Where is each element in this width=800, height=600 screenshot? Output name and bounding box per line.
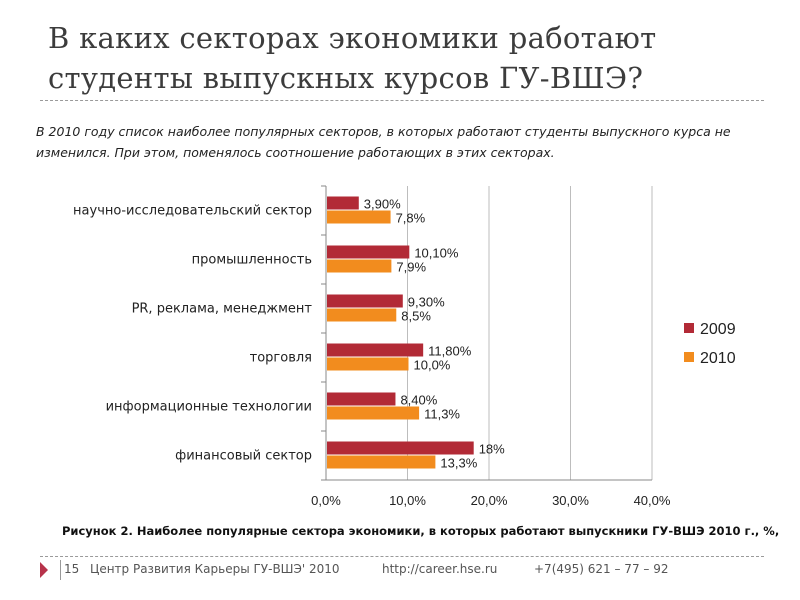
bar-2010 xyxy=(327,210,391,224)
category-label: финансовый сектор xyxy=(175,449,312,464)
bar-2009 xyxy=(327,245,410,259)
bar-2009 xyxy=(327,441,474,455)
footer-divider xyxy=(40,556,764,557)
legend-swatch-2010 xyxy=(684,352,694,362)
category-label: научно-исследовательский сектор xyxy=(73,204,312,219)
title-line-2: студенты выпускных курсов ГУ-ВШЭ? xyxy=(48,61,644,95)
bar-2010 xyxy=(327,259,392,273)
bar-2009 xyxy=(327,196,359,210)
category-label: торговля xyxy=(250,351,312,366)
x-tick-label: 30,0% xyxy=(552,493,589,508)
legend-label-2009: 2009 xyxy=(700,321,736,338)
data-label-2010: 7,8% xyxy=(396,211,426,226)
footer-separator xyxy=(60,560,61,580)
page-title: В каких секторах экономики работают студ… xyxy=(48,18,768,98)
data-label-2009: 11,80% xyxy=(428,344,472,359)
legend-label-2010: 2010 xyxy=(700,350,736,367)
title-divider xyxy=(40,100,764,101)
data-label-2010: 13,3% xyxy=(440,456,477,471)
category-label: PR, реклама, менеджмент xyxy=(132,302,313,317)
triangle-marker-icon xyxy=(40,562,48,578)
data-label-2009: 3,90% xyxy=(364,197,401,212)
x-tick-label: 40,0% xyxy=(634,493,671,508)
intro-text: В 2010 году список наиболее популярных с… xyxy=(36,124,731,160)
data-label-2009: 18% xyxy=(479,442,505,457)
data-label-2010: 8,5% xyxy=(401,309,431,324)
bar-2009 xyxy=(327,343,424,357)
category-label: промышленность xyxy=(192,253,312,268)
title-line-1: В каких секторах экономики работают xyxy=(48,21,657,55)
slide-number: 15 xyxy=(64,562,80,576)
category-label: информационные технологии xyxy=(106,400,312,415)
data-label-2010: 11,3% xyxy=(424,407,460,422)
bar-2009 xyxy=(327,392,396,406)
bar-2010 xyxy=(327,308,397,322)
bar-2010 xyxy=(327,357,409,371)
bar-2010 xyxy=(327,406,420,420)
data-label-2009: 8,40% xyxy=(400,393,437,408)
data-label-2009: 9,30% xyxy=(408,295,445,310)
footer-organization: Центр Развития Карьеры ГУ-ВШЭ' 2010 xyxy=(90,562,340,576)
figure-caption: Рисунок 2. Наиболее популярные сектора э… xyxy=(62,524,780,538)
legend-swatch-2009 xyxy=(684,323,694,333)
x-tick-label: 0,0% xyxy=(311,493,341,508)
footer: 15 Центр Развития Карьеры ГУ-ВШЭ' 2010 h… xyxy=(40,560,780,580)
footer-phone: +7(495) 621 – 77 – 92 xyxy=(534,562,669,576)
data-label-2010: 7,9% xyxy=(396,260,426,275)
bar-2009 xyxy=(327,294,403,308)
data-label-2009: 10,10% xyxy=(414,246,459,261)
bar-2010 xyxy=(327,455,436,469)
x-tick-label: 10,0% xyxy=(389,493,426,508)
data-label-2010: 10,0% xyxy=(414,358,451,373)
footer-url[interactable]: http://career.hse.ru xyxy=(382,562,498,576)
x-tick-label: 20,0% xyxy=(471,493,508,508)
